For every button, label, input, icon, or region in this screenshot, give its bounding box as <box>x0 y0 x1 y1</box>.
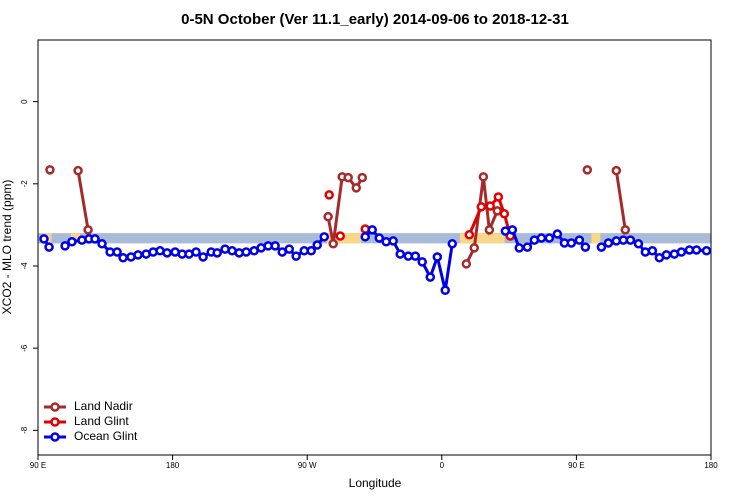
point <box>323 211 333 222</box>
point <box>611 165 622 176</box>
point <box>478 172 489 182</box>
x-tick-label: 90 E <box>30 461 46 470</box>
point <box>484 225 495 235</box>
point <box>44 242 54 252</box>
point <box>476 202 487 212</box>
y-tick-label: 0 <box>20 99 29 104</box>
point <box>112 247 122 257</box>
point <box>374 233 385 243</box>
point <box>493 192 504 202</box>
x-axis-label: Longitude <box>349 476 402 490</box>
point <box>133 250 143 260</box>
point <box>319 232 329 242</box>
band-highlight <box>591 233 601 244</box>
legend-label: Land Nadir <box>74 399 133 413</box>
point <box>464 230 475 240</box>
point <box>388 236 398 246</box>
point <box>360 232 370 242</box>
point <box>499 209 510 219</box>
point <box>45 165 55 175</box>
point <box>198 252 208 262</box>
point <box>469 243 480 253</box>
point <box>566 238 577 248</box>
point <box>351 183 362 193</box>
point <box>284 244 295 254</box>
plot-frame <box>37 39 712 456</box>
point <box>661 250 672 260</box>
y-tick-label: -4 <box>20 262 29 270</box>
point <box>536 233 547 243</box>
point <box>395 249 405 259</box>
point <box>522 242 533 252</box>
point <box>191 247 201 257</box>
legend-label: Ocean Glint <box>74 429 138 443</box>
point <box>417 257 427 267</box>
point <box>90 234 100 244</box>
point <box>507 225 518 235</box>
point <box>60 241 70 251</box>
point <box>701 246 712 256</box>
point <box>582 165 593 175</box>
legend-marker <box>50 432 60 442</box>
point <box>603 238 614 248</box>
point <box>647 246 658 256</box>
point <box>440 285 450 295</box>
point <box>312 240 322 250</box>
point <box>580 242 591 252</box>
x-tick-label: 90 W <box>298 461 317 470</box>
band-highlight <box>459 233 505 244</box>
legend-marker <box>50 417 60 427</box>
x-tick-label: 90 E <box>568 461 584 470</box>
y-tick-label: -6 <box>20 344 29 352</box>
point <box>39 234 49 244</box>
point <box>335 231 346 241</box>
point <box>461 259 472 269</box>
point <box>118 253 128 263</box>
x-tick-label: 180 <box>704 461 718 470</box>
point <box>633 239 644 249</box>
legend-label: Land Glint <box>74 414 129 428</box>
x-tick-label: 0 <box>440 461 445 470</box>
point <box>432 252 443 262</box>
point <box>620 225 631 235</box>
point <box>97 239 107 249</box>
point <box>270 241 280 251</box>
point <box>691 245 702 255</box>
point <box>514 243 525 253</box>
point <box>324 190 334 200</box>
point <box>676 247 687 257</box>
point <box>241 247 251 257</box>
point <box>343 172 353 183</box>
legend-marker <box>50 402 60 412</box>
point <box>291 251 301 261</box>
point <box>83 225 93 235</box>
x-tick-label: 180 <box>166 461 180 470</box>
point <box>162 248 172 258</box>
point <box>67 236 77 247</box>
point <box>212 248 222 258</box>
point <box>357 172 367 183</box>
y-axis-label: XCO2 - MLO trend (ppm) <box>0 180 14 315</box>
point <box>425 272 436 282</box>
point <box>574 235 585 245</box>
point <box>596 242 607 252</box>
point <box>447 239 458 249</box>
y-tick-label: -2 <box>20 180 29 188</box>
point <box>73 165 83 176</box>
point <box>306 246 316 256</box>
point <box>544 233 555 243</box>
y-tick-label: -8 <box>20 426 29 434</box>
point <box>410 251 421 261</box>
point <box>625 235 636 245</box>
point <box>328 239 338 249</box>
reference-band <box>38 233 711 244</box>
chart-title: 0-5N October (Ver 11.1_early) 2014-09-06… <box>181 11 569 28</box>
point <box>552 229 563 239</box>
point <box>485 201 496 211</box>
band-highlight <box>70 233 80 244</box>
point <box>367 225 378 235</box>
